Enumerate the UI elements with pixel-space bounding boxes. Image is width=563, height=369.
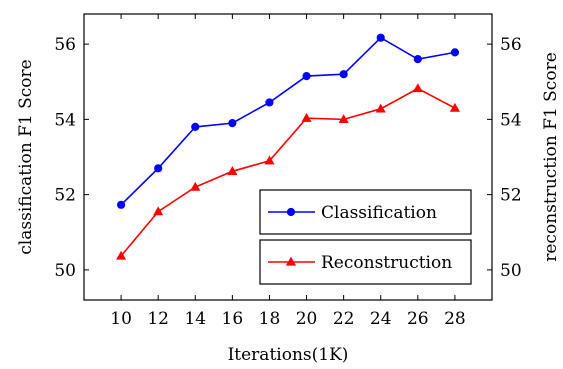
right-y-tick-label: 52 (500, 186, 522, 206)
classification-point (376, 33, 385, 42)
reconstruction-point (375, 103, 386, 113)
reconstruction-point (412, 83, 423, 93)
reconstruction-line (120, 87, 456, 257)
legend: Classification Reconstruction (259, 189, 472, 285)
reconstruction-point (264, 155, 275, 165)
x-tick-label: 28 (444, 309, 466, 329)
x-tick-label: 22 (333, 309, 355, 329)
classification-line (120, 36, 456, 206)
left-y-tick-label: 52 (54, 186, 76, 206)
classification-point (302, 71, 311, 81)
classification-point (116, 200, 126, 209)
plot-frame (83, 13, 493, 301)
reconstruction-point (116, 250, 127, 260)
reconstruction-point (190, 181, 201, 191)
legend-marker-classification (286, 207, 296, 217)
reconstruction-point (338, 114, 349, 124)
x-tick-label: 24 (370, 309, 392, 329)
classification-point (339, 70, 348, 79)
left-y-axis-title: classification F1 Score (16, 59, 36, 254)
left-y-tick-label: 50 (54, 261, 76, 281)
series-layer (116, 33, 460, 260)
right-y-tick-label: 54 (500, 110, 522, 130)
reconstruction-point (301, 113, 312, 122)
x-axis-title: Iterations(1K) (228, 345, 349, 365)
x-tick-label: 14 (184, 309, 206, 329)
classification-point (228, 119, 237, 128)
left-y-tick-label: 54 (54, 110, 76, 130)
reconstruction-point (227, 166, 238, 175)
x-tick-label: 26 (407, 309, 429, 329)
x-tick-label: 18 (259, 309, 281, 329)
x-tick-label: 20 (296, 309, 318, 329)
x-tick-label: 16 (222, 309, 244, 329)
left-y-tick-label: 56 (54, 35, 76, 55)
reconstruction-point (449, 102, 460, 112)
legend-label-reconstruction: Reconstruction (321, 253, 452, 273)
classification-point (450, 48, 460, 57)
classification-point (413, 55, 422, 64)
classification-point (265, 98, 274, 107)
legend-label-classification: Classification (321, 203, 437, 223)
classification-point (154, 164, 163, 173)
legend-marker-reconstruction (285, 256, 297, 266)
right-y-axis-title: reconstruction F1 Score (541, 52, 561, 262)
x-tick-label: 12 (147, 309, 169, 329)
x-tick-label: 10 (110, 309, 132, 329)
right-y-tick-label: 56 (500, 35, 522, 55)
right-y-tick-label: 50 (500, 261, 522, 281)
reconstruction-point (153, 206, 164, 216)
ticks-layer: 10 12 14 16 18 20 22 24 26 28 50 52 54 56 50 52 54 56 (54, 14, 522, 329)
classification-point (191, 122, 200, 131)
